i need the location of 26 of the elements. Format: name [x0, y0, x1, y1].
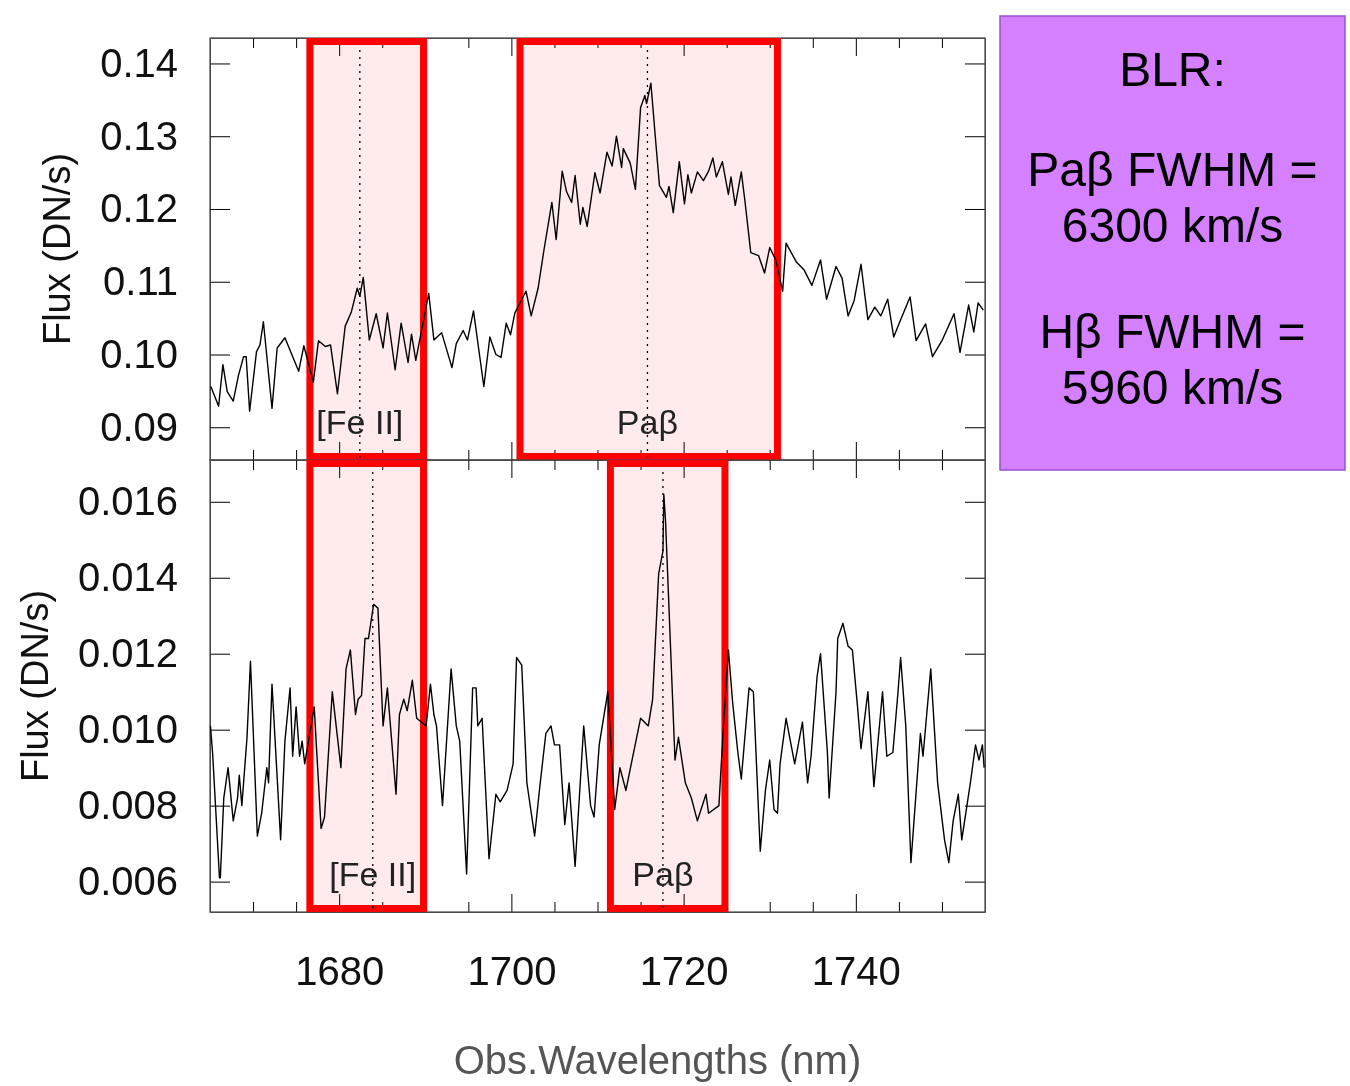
y-tick-label: 0.016 — [77, 479, 178, 524]
x-tick-label: 1680 — [295, 949, 385, 993]
x-tick-label: 1720 — [639, 949, 729, 993]
y-tick-label: 0.012 — [77, 631, 178, 676]
x-axis-title: Obs.Wavelengths (nm) — [453, 1038, 862, 1082]
y-tick-label: 0.008 — [77, 782, 178, 827]
y-tick-label: 0.10 — [100, 331, 178, 376]
y-tick-label: 0.09 — [100, 404, 178, 449]
ref-line-label: [Fe II] — [316, 403, 404, 441]
text: BLR: — [1119, 43, 1226, 96]
text: Paβ FWHM = 6300 km/s — [1027, 143, 1318, 252]
y-tick-label: 0.006 — [77, 858, 178, 903]
ref-line-label: Paβ — [632, 855, 694, 893]
y-tick-label: 0.13 — [100, 113, 178, 158]
y-tick-label: 0.010 — [77, 706, 178, 751]
x-tick-label: 1700 — [467, 949, 557, 993]
y-axis-title: Flux (DN/s) — [36, 152, 78, 346]
y-tick-label: 0.11 — [103, 259, 178, 304]
ref-line-label: Paβ — [616, 403, 679, 441]
y-axis-title: Flux (DN/s) — [14, 589, 56, 783]
y-tick-label: 0.014 — [77, 555, 178, 600]
x-tick-label: 1740 — [811, 949, 901, 993]
y-tick-label: 0.14 — [100, 40, 178, 85]
ref-line-label: [Fe II] — [329, 855, 417, 893]
text: Hβ FWHM = 5960 km/s — [1039, 305, 1306, 414]
y-tick-label: 0.12 — [100, 186, 178, 231]
